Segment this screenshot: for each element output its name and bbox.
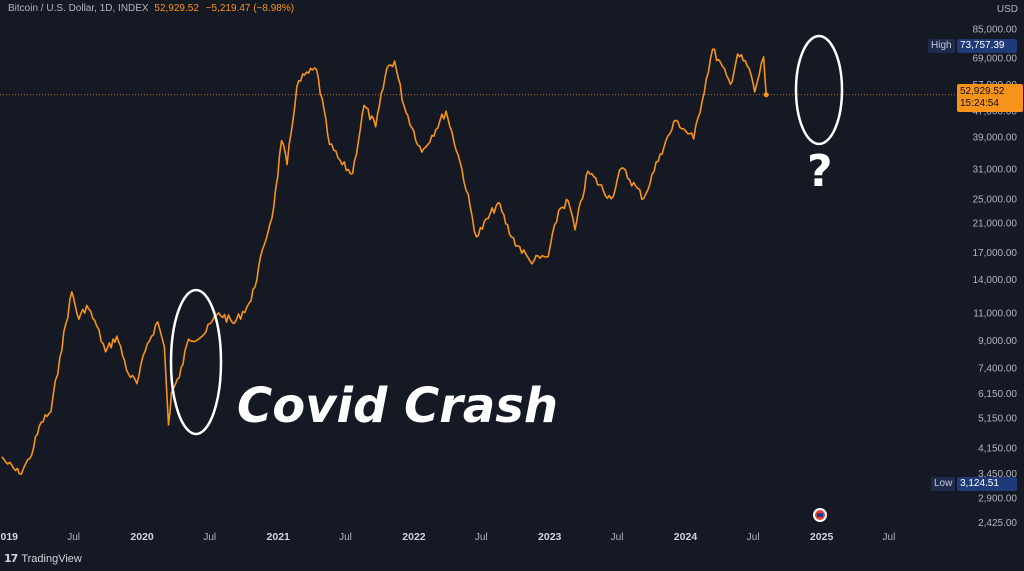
question-annotation: ?	[807, 146, 833, 197]
chart-header: Bitcoin / U.S. Dollar, 1D, INDEX 52,929.…	[8, 3, 294, 14]
x-tick-label: Jul	[67, 532, 80, 543]
y-tick-label: 11,000.00	[973, 308, 1017, 319]
x-tick-label: Jul	[883, 532, 896, 543]
x-tick-label: Jul	[747, 532, 760, 543]
countdown-timer: 15:24:54	[960, 98, 999, 109]
covid-crash-circle	[169, 288, 223, 436]
y-tick-label: 25,000.00	[973, 194, 1018, 205]
high-value: 73,757.39	[957, 39, 1017, 53]
x-tick-label: 2022	[402, 531, 426, 543]
y-tick-label: 69,000.00	[973, 53, 1018, 64]
y-tick-label: 3,450.00	[978, 469, 1017, 480]
x-tick-label: 2019	[0, 531, 18, 543]
low-value: 3,124.51	[957, 477, 1017, 491]
y-tick-label: 2,425.00	[978, 518, 1017, 529]
y-tick-label: 85,000.00	[973, 24, 1018, 35]
y-tick-label: 9,000.00	[978, 336, 1017, 347]
question-circle	[794, 34, 844, 146]
header-price: 52,929.52	[154, 3, 199, 14]
y-tick-label: 14,000.00	[973, 275, 1018, 286]
symbol-title: Bitcoin / U.S. Dollar, 1D, INDEX	[8, 3, 149, 14]
tradingview-logo-icon: 17	[4, 552, 18, 565]
y-tick-label: 5,150.00	[978, 414, 1017, 425]
y-tick-label: 7,400.00	[978, 363, 1017, 374]
y-tick-label: 31,000.00	[973, 164, 1018, 175]
x-tick-label: Jul	[339, 532, 352, 543]
x-tick-label: 2024	[674, 531, 698, 543]
y-tick-label: 21,000.00	[973, 219, 1018, 230]
y-tick-label: 39,000.00	[973, 133, 1018, 144]
x-axis: 2019 Jul 2020 Jul 2021 Jul 2022 Jul 2023 Jul 2024 J…	[0, 531, 895, 543]
y-axis: 85,000.0069,000.0057,000.0047,000.0039,0…	[973, 24, 1018, 529]
us-flag-icon[interactable]	[813, 508, 827, 522]
x-tick-label: Jul	[611, 532, 624, 543]
y-tick-label: 17,000.00	[973, 248, 1018, 259]
x-tick-label: 2020	[130, 531, 154, 543]
y-tick-label: 4,150.00	[978, 444, 1017, 455]
x-tick-label: 2023	[538, 531, 562, 543]
currency-label[interactable]: USD	[996, 4, 1018, 15]
series-bitcoin-line	[1, 48, 767, 475]
low-label: Low	[931, 477, 956, 491]
header-change: −5,219.47 (−8.98%)	[205, 3, 295, 14]
y-tick-label: 2,900.00	[978, 493, 1017, 504]
covid-crash-annotation: Covid Crash	[237, 378, 559, 434]
x-tick-label: Jul	[475, 532, 488, 543]
high-label: High	[928, 39, 955, 53]
tradingview-branding[interactable]: 17 TradingView	[4, 552, 82, 565]
x-tick-label: Jul	[203, 532, 216, 543]
x-tick-label: 2025	[810, 531, 834, 543]
last-price-point	[763, 92, 769, 98]
y-tick-label: 47,000.00	[973, 107, 1018, 118]
current-price-tag: 52,929.52 15:24:54	[957, 84, 1023, 112]
y-tick-label: 6,150.00	[978, 389, 1017, 400]
current-price-value: 52,929.52	[960, 86, 1005, 97]
tradingview-name: TradingView	[21, 552, 82, 565]
x-tick-label: 2021	[267, 531, 291, 543]
